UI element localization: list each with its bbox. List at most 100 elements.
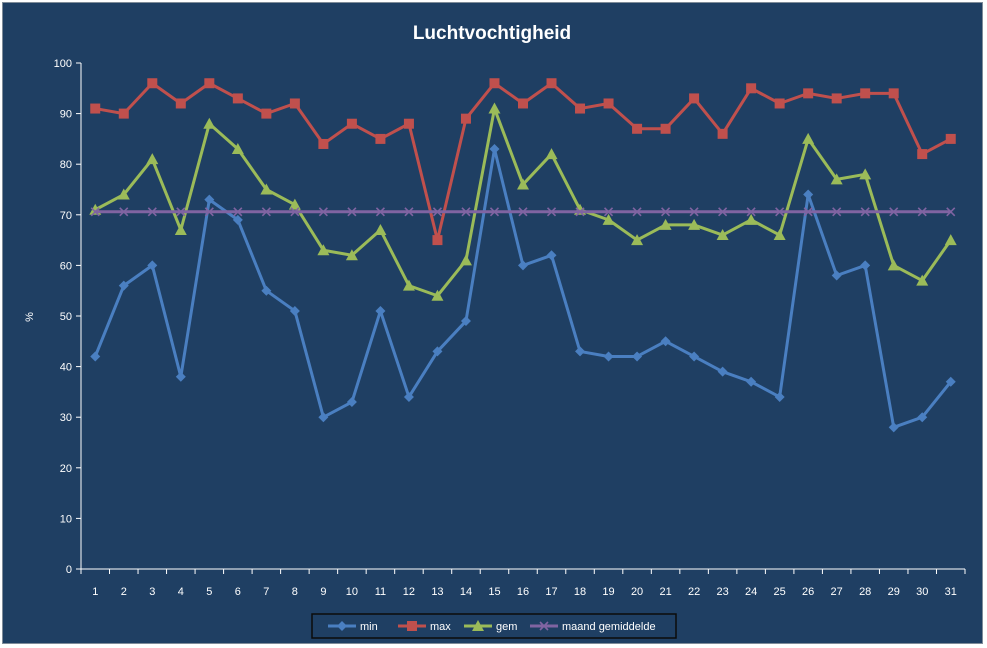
data-point-maand-gemiddelde (290, 207, 300, 217)
data-point-maand-gemiddelde (432, 207, 443, 217)
x-tick-label: 22 (688, 586, 700, 598)
data-point-gem (688, 218, 701, 230)
x-tick-label: 19 (602, 586, 614, 598)
data-point-min (232, 214, 243, 225)
data-point-min (803, 189, 814, 200)
data-point-maand-gemiddelde (489, 207, 500, 217)
data-point-maand-gemiddelde (119, 207, 129, 217)
data-point-maand-gemiddelde (803, 207, 813, 217)
x-tick-label: 17 (545, 586, 557, 598)
x-tick-label: 1 (92, 586, 98, 598)
data-point-gem (602, 213, 615, 225)
data-point-min (831, 270, 842, 281)
data-point-gem (431, 289, 444, 301)
data-point-gem (830, 173, 843, 185)
data-point-maand-gemiddelde (889, 207, 899, 217)
data-point-max (403, 118, 414, 129)
data-point-min (575, 346, 586, 357)
data-point-min (289, 305, 300, 316)
data-point-max (860, 88, 871, 99)
x-tick-label: 2 (121, 586, 127, 598)
data-point-min (717, 366, 728, 377)
data-point-min (945, 376, 956, 387)
y-tick-label: 60 (60, 260, 72, 272)
data-point-gem (802, 132, 815, 144)
chart-title: Luchtvochtigheid (413, 23, 571, 44)
data-point-maand-gemiddelde (746, 207, 756, 217)
data-point-max (945, 133, 956, 144)
data-point-min (432, 346, 443, 357)
data-point-maand-gemiddelde (775, 207, 785, 217)
series-max (90, 78, 956, 246)
data-point-gem (859, 168, 872, 180)
data-point-gem (659, 218, 672, 230)
x-tick-label: 5 (206, 586, 212, 598)
data-point-max (717, 128, 728, 139)
data-point-maand-gemiddelde (147, 207, 157, 217)
y-tick-label: 0 (66, 564, 72, 576)
data-point-gem (345, 249, 358, 261)
data-point-max (375, 133, 386, 144)
data-point-maand-gemiddelde (518, 207, 528, 217)
data-point-max (831, 93, 842, 104)
x-tick-label: 18 (574, 586, 586, 598)
data-point-gem (887, 259, 900, 271)
legend-label-max: max (430, 621, 451, 633)
legend-label-maand-gemiddelde: maand gemiddelde (562, 621, 656, 633)
data-point-max (232, 93, 243, 104)
data-point-min (489, 144, 500, 155)
data-point-maand-gemiddelde (90, 207, 100, 217)
series-line-min (93, 147, 952, 429)
data-point-maand-gemiddelde (661, 207, 671, 217)
x-tick-label: 7 (263, 586, 269, 598)
y-tick-label: 100 (54, 58, 72, 70)
data-point-gem (488, 102, 501, 114)
x-tick-label: 24 (745, 586, 757, 598)
data-point-min (204, 194, 215, 205)
data-point-maand-gemiddelde (718, 207, 728, 217)
data-point-min (403, 391, 414, 402)
data-point-gem (631, 234, 644, 246)
data-point-maand-gemiddelde (860, 207, 870, 217)
legend-label-gem: gem (496, 621, 517, 633)
series-gem (89, 102, 957, 301)
data-point-maand-gemiddelde (347, 207, 357, 217)
y-tick-label: 90 (60, 109, 72, 121)
x-tick-label: 8 (292, 586, 298, 598)
data-point-gem (545, 148, 558, 160)
data-point-max (118, 108, 129, 119)
data-point-maand-gemiddelde (261, 207, 271, 217)
data-point-max (774, 98, 785, 109)
data-point-maand-gemiddelde (603, 207, 614, 217)
data-point-gem (517, 178, 529, 190)
data-point-maand-gemiddelde (318, 207, 328, 217)
data-point-max (803, 88, 814, 99)
data-point-maand-gemiddelde (176, 207, 186, 217)
data-point-min (546, 250, 557, 261)
data-point-min (346, 397, 357, 408)
legend-entry-min: min (328, 621, 378, 633)
x-tick-label: 20 (631, 586, 643, 598)
x-tick-label: 14 (460, 586, 472, 598)
y-tick-label: 50 (60, 311, 72, 323)
data-point-maand-gemiddelde (204, 207, 214, 217)
data-point-min (375, 305, 386, 316)
x-tick-label: 3 (149, 586, 155, 598)
data-point-gem (745, 213, 758, 225)
data-point-maand-gemiddelde (404, 207, 414, 217)
data-point-max (489, 78, 500, 89)
legend-entry-max: max (398, 621, 451, 633)
data-point-gem (944, 234, 957, 246)
data-point-max (603, 98, 614, 109)
legend-marker-min (337, 621, 347, 631)
data-point-min (318, 412, 329, 423)
x-tick-label: 28 (859, 586, 871, 598)
x-tick-label: 30 (916, 586, 928, 598)
data-point-maand-gemiddelde (461, 207, 471, 217)
legend-entry-maand-gemiddelde: maand gemiddelde (530, 621, 656, 633)
data-point-gem (146, 153, 159, 165)
series-min (90, 144, 956, 433)
data-point-maand-gemiddelde (917, 207, 927, 217)
legend-marker-maand-gemiddelde (539, 621, 549, 631)
